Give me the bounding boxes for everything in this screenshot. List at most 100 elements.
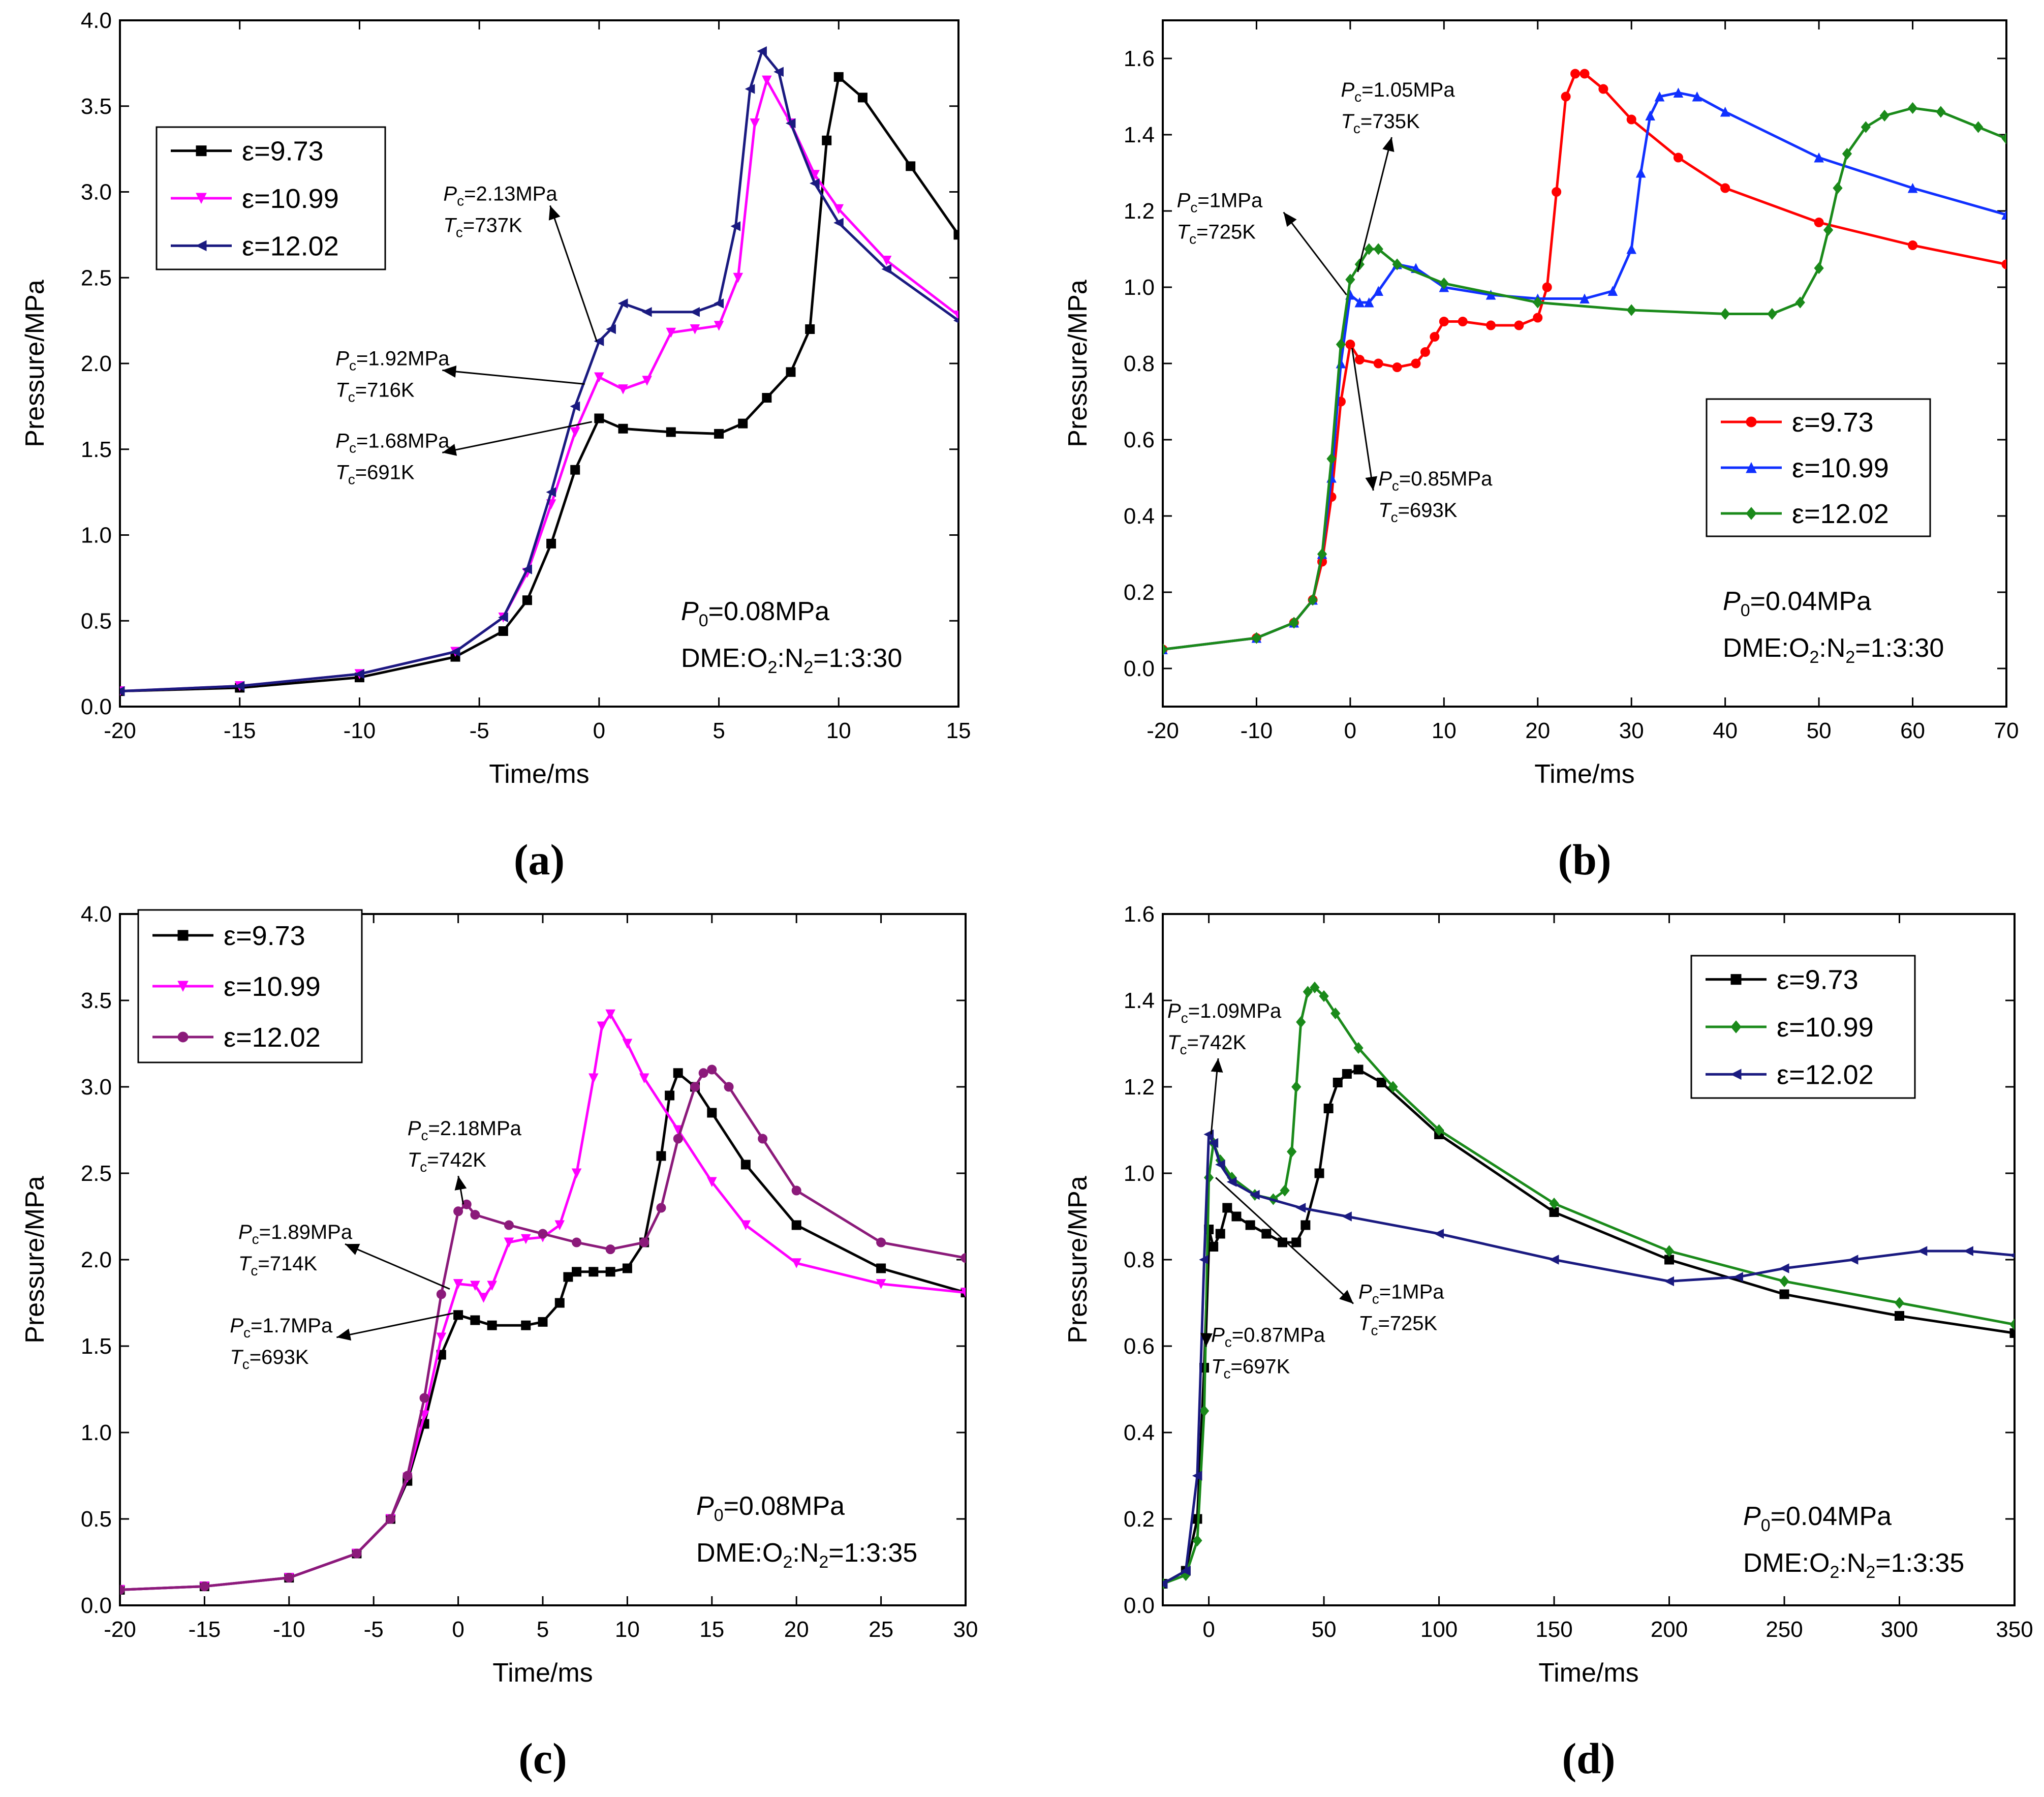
data-point [1192, 1534, 1202, 1547]
series-line [1163, 72, 2006, 651]
data-point [690, 1082, 700, 1092]
initial-pressure-note: P0=0.08MPa [696, 1491, 845, 1525]
x-tick-label: 10 [1432, 718, 1457, 743]
x-tick-label: -15 [224, 718, 256, 743]
data-point [876, 1263, 886, 1273]
annotation-pressure: Pc=1.05MPa [1341, 79, 1455, 105]
data-point [881, 256, 892, 266]
data-point [1833, 182, 1843, 194]
mixture-ratio-note: DME:O2:N2=1:3:30 [681, 644, 902, 677]
data-point [1626, 304, 1636, 316]
series-line [1163, 986, 2015, 1585]
legend: ε=9.73 ε=10.99 ε=12.02 [156, 126, 386, 270]
data-point [1261, 1229, 1272, 1239]
data-point [1730, 1069, 1742, 1080]
data-point [487, 1281, 497, 1291]
y-tick-label: 1.2 [1124, 199, 1155, 224]
data-point [1973, 121, 1984, 133]
data-point [762, 393, 772, 403]
data-point [1199, 1405, 1210, 1417]
y-tick-label: 3.0 [81, 180, 112, 205]
data-point [1907, 102, 1918, 114]
data-point [1208, 1138, 1219, 1148]
legend-label: ε=10.99 [1792, 453, 1889, 483]
data-point [1561, 92, 1571, 102]
annotation-temperature: Tc=742K [408, 1149, 487, 1175]
data-point [740, 1220, 751, 1231]
y-axis-label: Pressure/MPa [1063, 1176, 1093, 1344]
data-point [1720, 308, 1730, 320]
data-point [1814, 218, 1824, 227]
x-axis-label: Time/ms [492, 1658, 593, 1688]
x-tick-label: 40 [1713, 718, 1738, 743]
annotation-pressure: Pc=1MPa [1177, 190, 1263, 216]
annotation-pressure: Pc=0.85MPa [1378, 468, 1493, 494]
data-point [1814, 262, 1824, 275]
data-point [605, 1267, 615, 1277]
data-point [354, 669, 364, 679]
legend-label: ε=9.73 [1792, 407, 1874, 438]
data-point [1485, 289, 1496, 300]
annotation-temperature: Tc=693K [230, 1346, 309, 1372]
data-point [953, 230, 958, 240]
condition-notes: P0=0.04MPa DME:O2:N2=1:3:30 [1723, 587, 1944, 667]
data-point [1626, 114, 1636, 125]
data-point [522, 595, 532, 605]
data-point [1673, 153, 1683, 163]
data-point [961, 1288, 966, 1298]
x-axis-label: Time/ms [489, 759, 589, 789]
annotation-arrow [1351, 348, 1378, 491]
data-point [2009, 1328, 2015, 1338]
data-point [1392, 258, 1402, 270]
data-point [698, 1068, 708, 1078]
legend-label: ε=12.02 [1777, 1059, 1874, 1090]
annotation: Pc=0.85MPa Tc=693K [1351, 348, 1493, 525]
data-point [622, 1263, 632, 1273]
y-tick-label: 1.4 [1124, 988, 1155, 1013]
plot-frame [1162, 19, 2007, 708]
data-point [1580, 293, 1590, 303]
data-point [1308, 594, 1318, 606]
data-point [1330, 1007, 1341, 1020]
data-point [470, 1315, 480, 1325]
data-point [419, 1393, 429, 1403]
data-point [758, 1134, 768, 1144]
data-point [1746, 462, 1757, 473]
data-point [1342, 1211, 1352, 1222]
data-point [1231, 1211, 1242, 1222]
x-tick-label: -5 [470, 718, 489, 743]
data-point [487, 1320, 497, 1330]
x-tick-label: 15 [946, 718, 971, 743]
data-point [1779, 1263, 1789, 1273]
data-point [2001, 132, 2006, 145]
data-point [666, 327, 676, 338]
data-point [120, 1585, 125, 1595]
annotation: Pc=1MPa Tc=725K [1215, 1177, 1444, 1338]
x-tick-label: 15 [699, 1617, 724, 1642]
annotation-arrow [1357, 137, 1395, 272]
data-point [1733, 1272, 1743, 1282]
y-axis-label: Pressure/MPa [1063, 280, 1093, 447]
x-tick-label: -10 [1241, 718, 1273, 743]
data-point [605, 1009, 615, 1020]
data-point [1720, 106, 1730, 117]
x-tick-label: 50 [1312, 1617, 1337, 1642]
annotation-pressure: Pc=1.7MPa [230, 1315, 333, 1341]
annotation-temperature: Tc=737K [443, 214, 522, 240]
x-tick-label: 5 [713, 718, 725, 743]
legend-label: ε=9.73 [242, 136, 324, 167]
data-point [2009, 1253, 2015, 1258]
data-point [690, 307, 700, 317]
y-tick-label: 2.5 [81, 1161, 112, 1186]
annotation-arrow [1210, 1058, 1223, 1135]
data-point [1333, 1078, 1343, 1087]
x-axis-label: Time/ms [1534, 759, 1634, 789]
data-point [639, 1073, 649, 1084]
y-tick-label: 2.0 [81, 351, 112, 376]
x-tick-label: 50 [1807, 718, 1832, 743]
data-point [1295, 1203, 1306, 1213]
annotation: Pc=1.09MPa Tc=742K [1167, 1000, 1282, 1135]
annotation: Pc=2.18MPa Tc=742K [408, 1117, 522, 1205]
y-tick-label: 1.0 [81, 523, 112, 548]
data-point [740, 1160, 751, 1170]
